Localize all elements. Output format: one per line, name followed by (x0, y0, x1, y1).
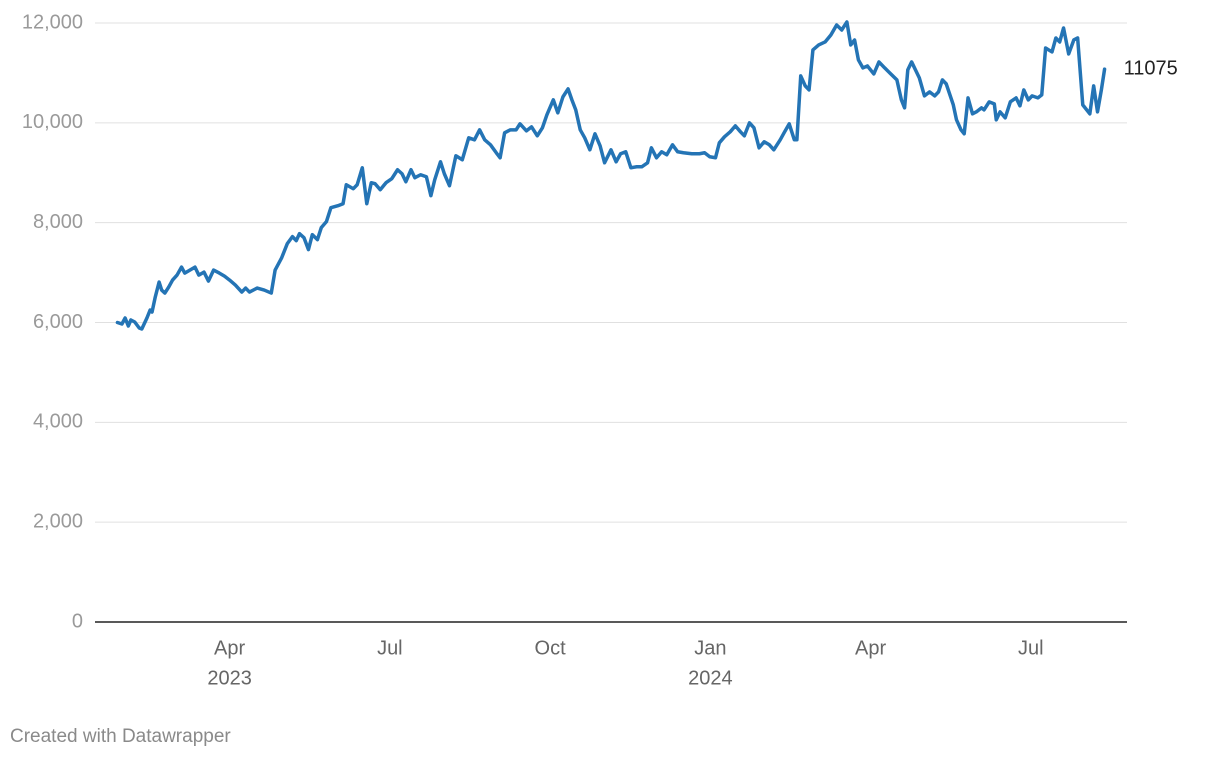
y-tick-label: 12,000 (22, 11, 83, 33)
x-tick-label: Oct (535, 637, 567, 659)
line (115, 20, 1107, 331)
y-tick-label: 0 (72, 610, 83, 632)
y-tick-label: 10,000 (22, 111, 83, 133)
y-tick-label: 2,000 (33, 510, 83, 532)
end-label: 11075 (1124, 57, 1178, 79)
x-tick-label: Apr (855, 637, 886, 659)
y-tick-label: 8,000 (33, 211, 83, 233)
x-tick-label: 2023 (207, 667, 252, 689)
x-tick-label: Jan (694, 637, 726, 659)
y-tick-label: 4,000 (33, 411, 83, 433)
credit: Created with Datawrapper (10, 726, 231, 747)
x-tick-label: 2024 (688, 667, 733, 689)
x-tick-label: Jul (1018, 637, 1044, 659)
y-tick-label: 6,000 (33, 311, 83, 333)
x-tick-label: Jul (377, 637, 403, 659)
x-tick-label: Apr (214, 637, 245, 659)
